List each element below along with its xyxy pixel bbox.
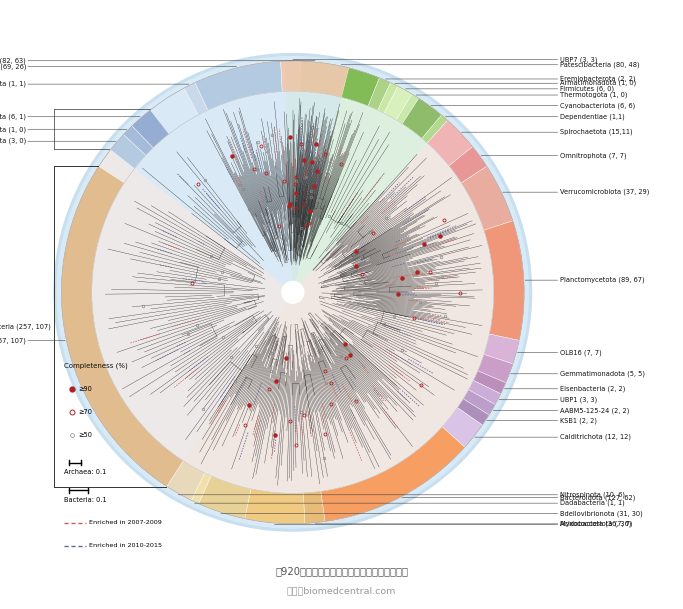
Text: Eisenbacteria (2, 2): Eisenbacteria (2, 2) [559, 385, 625, 392]
Text: Cyanobacteriota (6, 6): Cyanobacteriota (6, 6) [559, 102, 635, 108]
Text: Nitrospinota (10, 6): Nitrospinota (10, 6) [559, 491, 624, 498]
Text: Calditrichota (12, 12): Calditrichota (12, 12) [559, 434, 630, 440]
Wedge shape [111, 61, 349, 289]
Wedge shape [167, 461, 205, 501]
Text: Enriched in 2007-2009: Enriched in 2007-2009 [89, 520, 162, 526]
Circle shape [57, 57, 529, 528]
Text: Eremiobacterota (2, 2): Eremiobacterota (2, 2) [559, 76, 635, 82]
Wedge shape [195, 62, 282, 110]
Text: Bacteroidota (127, 62): Bacteroidota (127, 62) [559, 495, 635, 501]
Wedge shape [111, 135, 145, 169]
Text: Spirochaetota (15,11): Spirochaetota (15,11) [559, 129, 632, 135]
Wedge shape [461, 166, 513, 230]
Wedge shape [396, 94, 419, 124]
Wedge shape [167, 121, 524, 524]
Text: Omnitrophota (7, 7): Omnitrophota (7, 7) [559, 152, 626, 159]
Wedge shape [484, 221, 524, 340]
Circle shape [282, 281, 304, 303]
Circle shape [54, 54, 531, 531]
Circle shape [61, 61, 524, 524]
Text: Actinobacteriota (69, 26): Actinobacteriota (69, 26) [0, 63, 26, 70]
Text: Armatimonadota (1, 0): Armatimonadota (1, 0) [559, 80, 636, 86]
Wedge shape [191, 473, 211, 504]
Text: Chloroflexota (82, 63): Chloroflexota (82, 63) [0, 57, 26, 64]
Wedge shape [300, 61, 380, 106]
Wedge shape [378, 83, 398, 113]
Wedge shape [124, 126, 153, 155]
Text: Archaea: 0.1: Archaea: 0.1 [64, 470, 107, 476]
Text: Completeness (%): Completeness (%) [64, 362, 128, 368]
Wedge shape [285, 61, 301, 91]
Text: KSB1 (2, 2): KSB1 (2, 2) [559, 418, 596, 424]
Wedge shape [449, 147, 487, 183]
Text: Nanoarchaeota (6, 1): Nanoarchaeota (6, 1) [0, 113, 26, 120]
Text: Proteobacteria (257, 107): Proteobacteria (257, 107) [0, 337, 26, 344]
Wedge shape [245, 489, 305, 524]
Text: Deinococcota (1, 1): Deinococcota (1, 1) [0, 81, 26, 87]
Text: Dependentiae (1,1): Dependentiae (1,1) [559, 113, 624, 120]
Wedge shape [484, 334, 519, 364]
Wedge shape [61, 166, 183, 487]
Text: Thermotogota (1, 0): Thermotogota (1, 0) [559, 92, 627, 98]
Wedge shape [422, 115, 447, 143]
Text: UBP1 (3, 3): UBP1 (3, 3) [559, 396, 597, 403]
Wedge shape [463, 390, 495, 415]
Text: OLB16 (7, 7): OLB16 (7, 7) [559, 350, 601, 356]
Text: AABM5-125-24 (2, 2): AABM5-125-24 (2, 2) [559, 407, 629, 414]
Wedge shape [402, 98, 441, 138]
Wedge shape [442, 407, 482, 447]
Wedge shape [199, 476, 251, 519]
Wedge shape [303, 491, 325, 523]
Text: 图源：biomedcentral.com: 图源：biomedcentral.com [287, 586, 396, 595]
Text: Enriched in 2010-2015: Enriched in 2010-2015 [89, 543, 162, 549]
Text: ≥90: ≥90 [79, 385, 92, 392]
Wedge shape [132, 110, 169, 148]
Wedge shape [184, 83, 208, 115]
Text: Firmicutes (6, 0): Firmicutes (6, 0) [559, 86, 613, 92]
Wedge shape [428, 121, 473, 166]
Text: UBP7 (3, 3): UBP7 (3, 3) [559, 57, 597, 63]
Text: Crenarchaeota (3, 0): Crenarchaeota (3, 0) [0, 138, 26, 144]
Text: Bdellovibrionota (31, 30): Bdellovibrionota (31, 30) [559, 510, 642, 517]
Text: Patescibacteria (80, 48): Patescibacteria (80, 48) [559, 62, 639, 68]
Wedge shape [384, 86, 412, 120]
Text: Halobacterota (1, 0): Halobacterota (1, 0) [0, 126, 26, 133]
Text: Myxococcota (36, 36): Myxococcota (36, 36) [559, 521, 631, 527]
Wedge shape [473, 371, 506, 394]
Text: Verrucomicrobiota (37, 29): Verrucomicrobiota (37, 29) [559, 189, 649, 195]
Wedge shape [285, 61, 447, 288]
Text: Planctomycetota (89, 67): Planctomycetota (89, 67) [559, 277, 644, 283]
Wedge shape [368, 78, 391, 110]
Text: Proteobacteria (257, 107): Proteobacteria (257, 107) [0, 323, 51, 329]
Text: Acidobacteriota (7, 7): Acidobacteriota (7, 7) [559, 521, 632, 527]
Text: Gemmatimonadota (5, 5): Gemmatimonadota (5, 5) [559, 370, 645, 377]
Text: ≥70: ≥70 [79, 409, 92, 415]
Text: ≥50: ≥50 [79, 432, 92, 438]
Text: Bacteria: 0.1: Bacteria: 0.1 [64, 497, 107, 503]
Wedge shape [478, 354, 513, 382]
Wedge shape [458, 399, 489, 425]
Wedge shape [469, 381, 501, 404]
Wedge shape [61, 150, 290, 487]
Wedge shape [281, 61, 349, 97]
Text: 从920个宏基因组拼接基因组得到的种系演化图: 从920个宏基因组拼接基因组得到的种系演化图 [275, 566, 408, 576]
Wedge shape [321, 427, 464, 521]
Text: Dadabacteria (1, 1): Dadabacteria (1, 1) [559, 500, 624, 507]
